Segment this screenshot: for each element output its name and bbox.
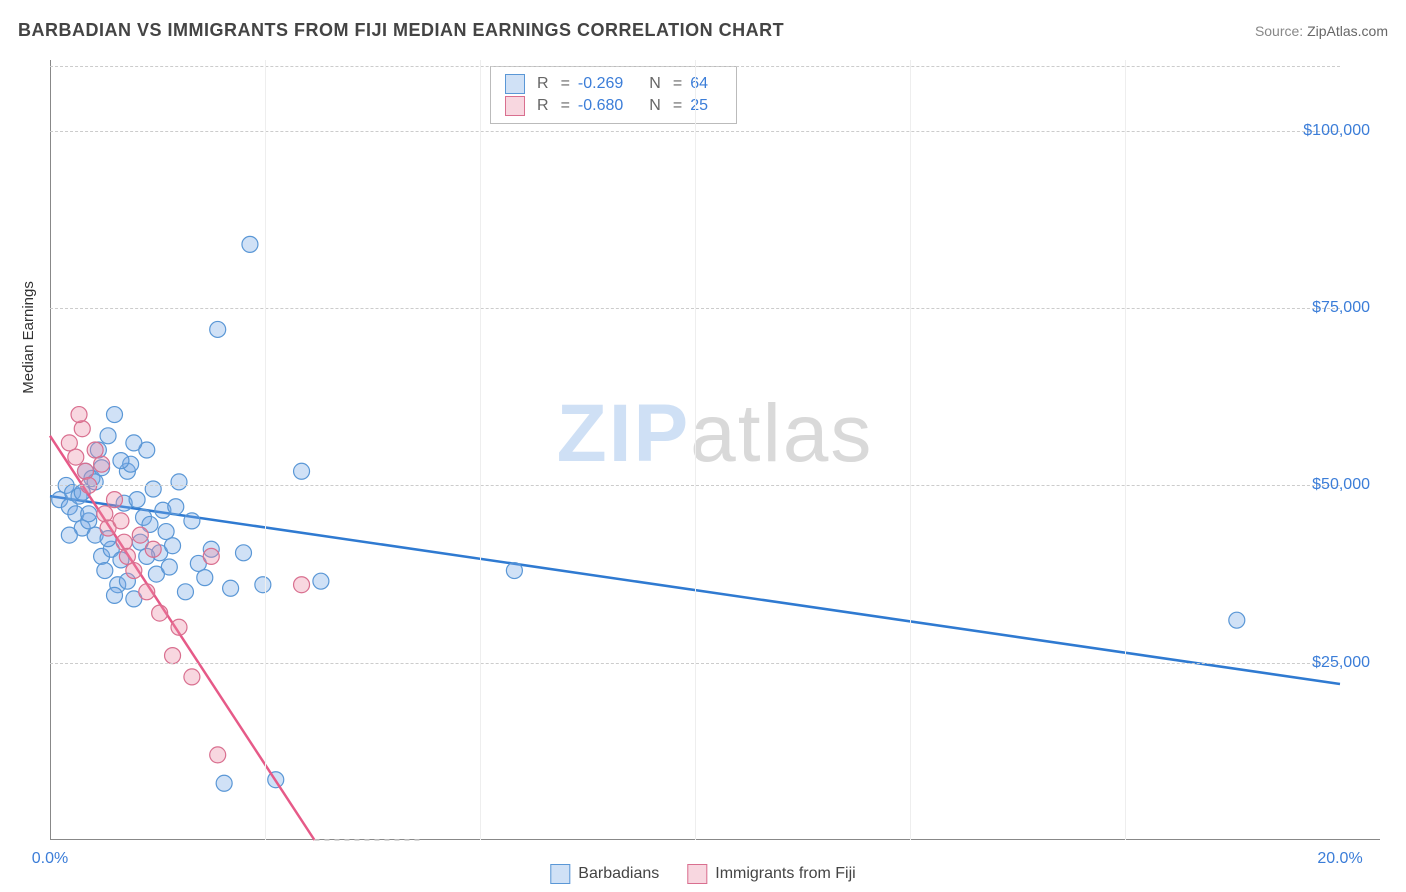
data-point: [107, 587, 123, 603]
data-point: [216, 775, 232, 791]
series-swatch: [505, 96, 525, 116]
stats-row: R = -0.269 N = 64: [505, 73, 722, 95]
series-swatch: [505, 74, 525, 94]
data-point: [210, 747, 226, 763]
data-point: [294, 577, 310, 593]
bottom-legend: Barbadians Immigrants from Fiji: [550, 864, 855, 884]
stats-box: R = -0.269 N = 64 R = -0.680 N = 25: [490, 66, 737, 124]
trend-line: [50, 436, 314, 840]
data-point: [100, 428, 116, 444]
y-tick-label: $100,000: [1303, 122, 1370, 140]
data-point: [236, 545, 252, 561]
data-point: [506, 563, 522, 579]
x-tick-label: 20.0%: [1317, 850, 1362, 868]
chart-source: Source: ZipAtlas.com: [1255, 23, 1388, 39]
legend-label: Immigrants from Fiji: [715, 865, 855, 883]
data-point: [145, 481, 161, 497]
stat-R-value: -0.680: [578, 97, 623, 115]
legend-item: Barbadians: [550, 864, 659, 884]
stat-R-value: -0.269: [578, 75, 623, 93]
x-tick-label: 0.0%: [32, 850, 68, 868]
data-point: [68, 449, 84, 465]
data-point: [165, 648, 181, 664]
legend-item: Immigrants from Fiji: [687, 864, 855, 884]
stat-R-label: R: [537, 97, 549, 115]
stat-eq: =: [673, 75, 682, 93]
y-axis-label: Median Earnings: [20, 281, 37, 394]
y-tick-label: $50,000: [1312, 476, 1370, 494]
stat-N-value: 25: [690, 97, 708, 115]
data-point: [119, 548, 135, 564]
data-point: [152, 605, 168, 621]
data-point: [116, 534, 132, 550]
gridline-v: [910, 60, 911, 840]
data-point: [242, 236, 258, 252]
legend-swatch: [687, 864, 707, 884]
data-point: [165, 538, 181, 554]
data-point: [1229, 612, 1245, 628]
data-point: [97, 563, 113, 579]
legend-swatch: [550, 864, 570, 884]
data-point: [61, 435, 77, 451]
data-point: [126, 435, 142, 451]
data-point: [71, 407, 87, 423]
data-point: [145, 541, 161, 557]
y-tick-label: $75,000: [1312, 299, 1370, 317]
gridline-v: [480, 60, 481, 840]
gridline-v: [695, 60, 696, 840]
data-point: [107, 492, 123, 508]
data-point: [313, 573, 329, 589]
stat-R-label: R: [537, 75, 549, 93]
data-point: [294, 463, 310, 479]
gridline-v: [1125, 60, 1126, 840]
data-point: [61, 527, 77, 543]
data-point: [223, 580, 239, 596]
stat-eq: =: [673, 97, 682, 115]
data-point: [255, 577, 271, 593]
stats-row: R = -0.680 N = 25: [505, 95, 722, 117]
data-point: [126, 563, 142, 579]
data-point: [210, 321, 226, 337]
source-value: ZipAtlas.com: [1307, 23, 1388, 39]
stat-N-value: 64: [690, 75, 708, 93]
scatter-plot: [50, 60, 1380, 840]
stat-eq: =: [561, 75, 570, 93]
data-point: [74, 421, 90, 437]
data-point: [113, 513, 129, 529]
data-point: [161, 559, 177, 575]
legend-label: Barbadians: [578, 865, 659, 883]
stat-N-label: N: [649, 97, 661, 115]
data-point: [203, 548, 219, 564]
data-point: [184, 669, 200, 685]
data-point: [81, 506, 97, 522]
data-point: [77, 463, 93, 479]
chart-area: Median Earnings ZIPatlas R=-0.269N=64R=-…: [50, 60, 1380, 840]
chart-title: BARBADIAN VS IMMIGRANTS FROM FIJI MEDIAN…: [18, 20, 784, 41]
chart-header: BARBADIAN VS IMMIGRANTS FROM FIJI MEDIAN…: [18, 20, 1388, 41]
data-point: [87, 442, 103, 458]
data-point: [171, 474, 187, 490]
data-point: [184, 513, 200, 529]
data-point: [132, 527, 148, 543]
data-point: [197, 570, 213, 586]
stat-N-label: N: [649, 75, 661, 93]
gridline-v: [265, 60, 266, 840]
data-point: [94, 456, 110, 472]
data-point: [113, 453, 129, 469]
source-label: Source:: [1255, 23, 1303, 39]
data-point: [168, 499, 184, 515]
stat-eq: =: [561, 97, 570, 115]
data-point: [97, 506, 113, 522]
y-tick-label: $25,000: [1312, 654, 1370, 672]
data-point: [139, 584, 155, 600]
data-point: [171, 619, 187, 635]
data-point: [107, 407, 123, 423]
data-point: [177, 584, 193, 600]
data-point: [129, 492, 145, 508]
data-point: [158, 524, 174, 540]
